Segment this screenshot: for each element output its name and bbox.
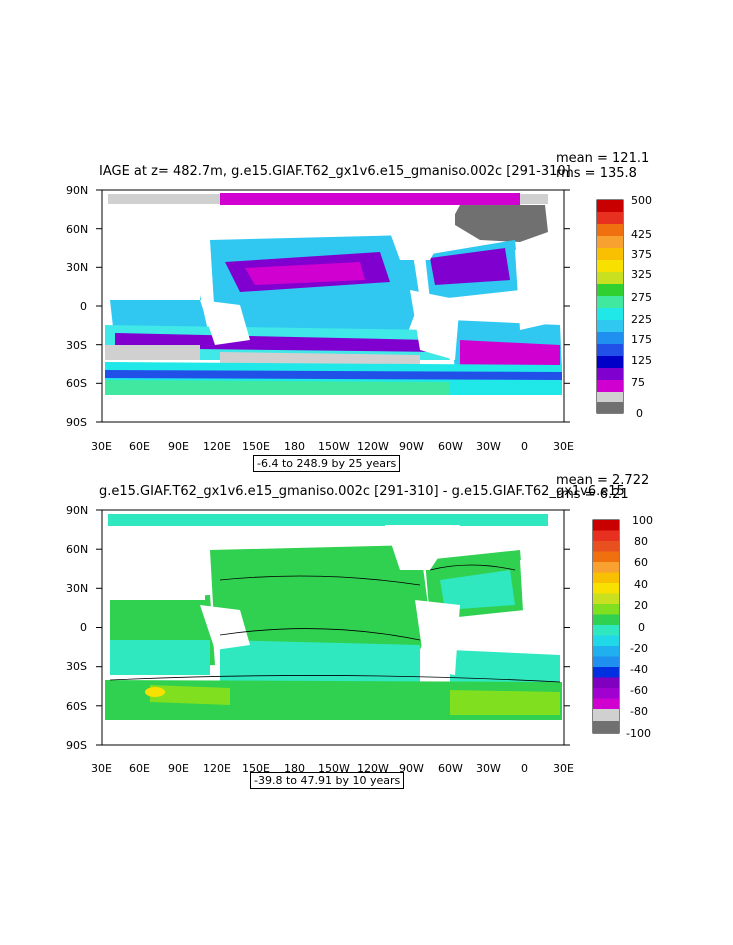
diff-lon-label: 120W xyxy=(357,762,389,775)
age-lon-label: 60W xyxy=(438,440,463,453)
diff-cb-label: -20 xyxy=(630,642,648,655)
diff-cb-label: 40 xyxy=(634,578,648,591)
diff-lat-label: 90N xyxy=(66,504,88,517)
age-mean: mean = 121.1 xyxy=(556,151,650,166)
diff-colorbar: 100 80 60 40 20 0 -20 -40 -60 -80 -100 xyxy=(592,514,653,740)
age-cb-label: 500 xyxy=(631,194,652,207)
age-panel: IAGE at z= 482.7m, g.e15.GIAF.T62_gx1v6.… xyxy=(0,0,733,472)
age-lon-label: 180 xyxy=(284,440,305,453)
diff-cb-label: 80 xyxy=(634,535,648,548)
age-lat-label: 0 xyxy=(80,300,87,313)
age-lat-label: 60S xyxy=(66,377,87,390)
diff-lon-label: 120E xyxy=(203,762,231,775)
diff-lon-label: 30E xyxy=(91,762,112,775)
age-lon-label: 30W xyxy=(476,440,501,453)
diff-cb-label: 60 xyxy=(634,556,648,569)
diff-lat-label: 30N xyxy=(66,582,88,595)
age-cb-label: 425 xyxy=(631,228,652,241)
age-lon-label: 30E xyxy=(91,440,112,453)
diff-lat-label: 90S xyxy=(66,739,87,752)
diff-lon-label: 90E xyxy=(168,762,189,775)
diff-cb-label: -40 xyxy=(630,663,648,676)
diff-cb-label: -60 xyxy=(630,684,648,697)
age-cb-label: 175 xyxy=(631,333,652,346)
diff-range-box: -39.8 to 47.91 by 10 years xyxy=(250,772,405,789)
age-cb-label: 75 xyxy=(631,376,645,389)
age-lat-label: 60N xyxy=(66,223,88,236)
age-lon-label: 60E xyxy=(129,440,150,453)
age-lon-label: 30E xyxy=(553,440,574,453)
age-lat-labels: 90N 60N 30N 0 30S 60S 90S xyxy=(66,184,88,429)
diff-lon-label: 30W xyxy=(476,762,501,775)
diff-cb-label: 100 xyxy=(632,514,653,527)
diff-panel: g.e15.GIAF.T62_gx1v6.e15_gmaniso.002c [2… xyxy=(0,470,733,800)
age-lon-label: 90W xyxy=(399,440,424,453)
age-cb-label: 275 xyxy=(631,291,652,304)
age-lat-label: 30N xyxy=(66,261,88,274)
age-cb-label: 0 xyxy=(636,407,643,420)
diff-cb-label: 0 xyxy=(638,621,645,634)
age-rms: rms = 135.8 xyxy=(556,166,637,181)
age-lon-label: 0 xyxy=(521,440,528,453)
age-lat-label: 30S xyxy=(66,339,87,352)
diff-rms: rms = 6.21 xyxy=(556,487,629,502)
diff-mean: mean = 2.722 xyxy=(556,473,650,488)
diff-lat-ticks xyxy=(96,509,570,746)
diff-lon-label: 60E xyxy=(129,762,150,775)
age-lon-label: 150E xyxy=(242,440,270,453)
diff-panel-title: g.e15.GIAF.T62_gx1v6.e15_gmaniso.002c [2… xyxy=(99,484,625,499)
diff-lon-label: 150E xyxy=(242,762,270,775)
diff-lon-label: 30E xyxy=(553,762,574,775)
diff-lon-labels: 30E 60E 90E 120E 150E 180 150W 120W 90W … xyxy=(91,762,574,775)
diff-lat-label: 30S xyxy=(66,660,87,673)
diff-lat-label: 0 xyxy=(80,621,87,634)
age-cb-label: 375 xyxy=(631,248,652,261)
age-lon-label: 120E xyxy=(203,440,231,453)
age-lon-label: 90E xyxy=(168,440,189,453)
diff-lat-label: 60N xyxy=(66,543,88,556)
age-lat-ticks xyxy=(96,189,570,423)
age-cb-label: 125 xyxy=(631,354,652,367)
age-panel-title: IAGE at z= 482.7m, g.e15.GIAF.T62_gx1v6.… xyxy=(99,164,571,179)
age-lat-label: 90N xyxy=(66,184,88,197)
diff-lon-label: 0 xyxy=(521,762,528,775)
age-lat-label: 90S xyxy=(66,416,87,429)
age-lon-labels: 30E 60E 90E 120E 150E 180 150W 120W 90W … xyxy=(91,440,574,453)
diff-cb-label: -80 xyxy=(630,705,648,718)
diff-lon-label: 180 xyxy=(284,762,305,775)
diff-lat-label: 60S xyxy=(66,700,87,713)
diff-lon-label: 90W xyxy=(399,762,424,775)
diff-lat-labels: 90N 60N 30N 0 30S 60S 90S xyxy=(66,504,88,752)
diff-cb-label: 20 xyxy=(634,599,648,612)
age-lon-label: 120W xyxy=(357,440,389,453)
diff-map: 90N 60N 30N 0 30S 60S 90S 30E 60E 90E 12… xyxy=(66,504,653,775)
age-range-box: -6.4 to 248.9 by 25 years xyxy=(253,455,401,472)
age-map: 90N 60N 30N 0 30S 60S 90S 30E 60E 90E 12… xyxy=(66,184,652,453)
diff-lon-label: 150W xyxy=(318,762,350,775)
diff-cb-label: -100 xyxy=(626,727,651,740)
age-cb-label: 225 xyxy=(631,313,652,326)
age-cb-label: 325 xyxy=(631,268,652,281)
age-lon-label: 150W xyxy=(318,440,350,453)
age-colorbar: 500 425 375 325 275 225 175 125 75 0 xyxy=(596,194,652,420)
diff-lon-label: 60W xyxy=(438,762,463,775)
